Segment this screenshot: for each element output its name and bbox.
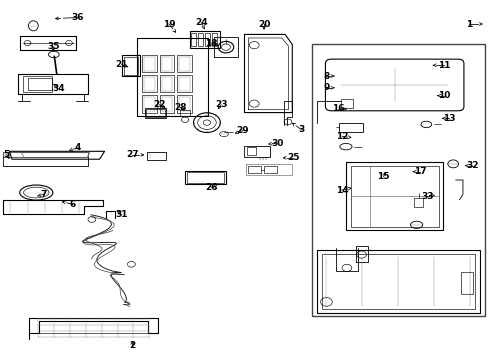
Text: 25: 25	[286, 153, 299, 162]
Bar	[147, 152, 166, 160]
Bar	[177, 95, 191, 113]
Bar	[159, 95, 174, 113]
Bar	[144, 77, 155, 91]
Text: 17: 17	[413, 167, 426, 176]
Text: 14: 14	[335, 185, 347, 194]
Bar	[161, 57, 172, 71]
Bar	[180, 110, 189, 116]
Bar	[264, 166, 276, 173]
Bar	[142, 55, 157, 72]
Text: 7: 7	[41, 190, 47, 199]
Text: 24: 24	[195, 18, 207, 27]
Bar	[144, 97, 155, 111]
Bar	[204, 33, 209, 46]
Text: 18: 18	[204, 39, 217, 48]
Bar	[211, 33, 216, 46]
Bar	[460, 273, 472, 294]
Bar	[198, 33, 203, 46]
Text: 35: 35	[47, 42, 60, 51]
Bar	[350, 166, 438, 226]
Bar	[316, 250, 479, 313]
Bar	[246, 147, 255, 155]
Bar	[191, 33, 196, 46]
Bar	[161, 97, 172, 111]
Bar	[244, 146, 269, 157]
Text: 5: 5	[3, 150, 10, 159]
Text: 29: 29	[236, 126, 249, 135]
Text: 1: 1	[465, 19, 471, 28]
Text: 19: 19	[163, 19, 175, 28]
Bar	[159, 55, 174, 72]
Text: 34: 34	[52, 84, 64, 93]
Bar	[144, 108, 166, 118]
Bar	[27, 78, 52, 90]
Bar	[338, 123, 362, 132]
Bar	[144, 57, 155, 71]
Text: 15: 15	[376, 172, 389, 181]
Text: 2: 2	[129, 341, 135, 350]
Bar	[179, 97, 189, 111]
Text: 30: 30	[270, 139, 283, 148]
Bar	[321, 253, 474, 309]
Bar	[179, 57, 189, 71]
Bar	[146, 109, 164, 117]
Text: 20: 20	[257, 19, 270, 28]
Text: 21: 21	[115, 60, 127, 69]
Text: 22: 22	[153, 100, 165, 109]
Bar	[345, 162, 443, 230]
Text: 26: 26	[204, 183, 217, 192]
Bar	[22, 76, 52, 92]
Bar	[340, 99, 352, 108]
Bar	[142, 75, 157, 93]
Text: 13: 13	[442, 114, 455, 123]
Text: 28: 28	[174, 103, 186, 112]
Bar	[161, 77, 172, 91]
Text: 27: 27	[126, 150, 139, 159]
Text: 23: 23	[214, 100, 227, 109]
Text: 16: 16	[331, 104, 344, 113]
Text: 9: 9	[323, 83, 329, 92]
Text: 32: 32	[466, 161, 478, 170]
Bar	[179, 77, 189, 91]
Bar	[413, 198, 422, 207]
Bar	[184, 171, 226, 184]
FancyBboxPatch shape	[325, 59, 463, 111]
Bar	[311, 44, 484, 316]
Text: 11: 11	[437, 61, 450, 70]
Text: 8: 8	[323, 72, 329, 81]
Bar	[159, 75, 174, 93]
Text: 10: 10	[437, 91, 449, 100]
Text: 31: 31	[115, 210, 127, 219]
Bar	[177, 75, 191, 93]
Bar	[142, 95, 157, 113]
Bar	[248, 166, 260, 173]
Text: 4: 4	[74, 143, 81, 152]
Bar	[187, 172, 224, 183]
Text: 12: 12	[335, 132, 347, 141]
Bar	[177, 55, 191, 72]
Text: 33: 33	[420, 192, 433, 201]
Text: 36: 36	[71, 13, 84, 22]
Text: 6: 6	[70, 200, 76, 209]
Text: 3: 3	[298, 125, 304, 134]
